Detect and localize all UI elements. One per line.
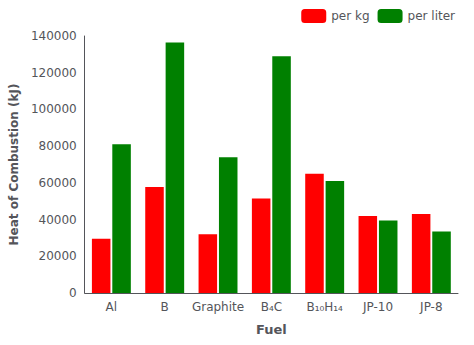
svg-text:per liter: per liter: [408, 9, 456, 23]
svg-text:per kg: per kg: [331, 9, 369, 23]
svg-text:Heat of Combustion (kJ): Heat of Combustion (kJ): [7, 84, 21, 246]
svg-text:B₁₀H₁₄: B₁₀H₁₄: [306, 300, 343, 314]
svg-text:40000: 40000: [39, 213, 77, 227]
svg-text:120000: 120000: [31, 66, 77, 80]
svg-text:JP-10: JP-10: [362, 300, 393, 314]
svg-text:Fuel: Fuel: [256, 322, 287, 337]
svg-text:80000: 80000: [39, 139, 77, 153]
svg-text:60000: 60000: [39, 176, 77, 190]
svg-text:100000: 100000: [31, 102, 77, 116]
svg-text:B₄C: B₄C: [261, 300, 282, 314]
svg-text:0: 0: [69, 286, 77, 300]
svg-text:Al: Al: [106, 300, 118, 314]
svg-text:JP-8: JP-8: [419, 300, 442, 314]
svg-text:20000: 20000: [39, 249, 77, 263]
svg-text:Graphite: Graphite: [192, 300, 244, 314]
svg-text:140000: 140000: [31, 29, 77, 43]
svg-text:B: B: [161, 300, 169, 314]
